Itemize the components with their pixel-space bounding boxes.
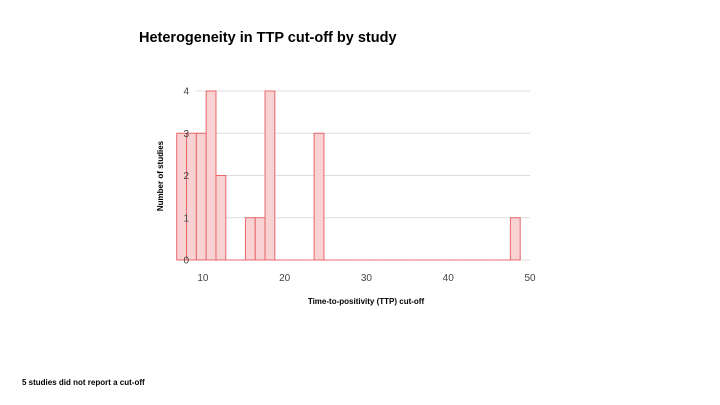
y-tick-label: 4	[183, 87, 189, 98]
y-tick-label: 1	[183, 213, 189, 224]
histogram-bar	[509, 217, 521, 261]
x-tick-label: 20	[279, 273, 291, 284]
y-tick-label: 3	[183, 129, 189, 140]
y-axis-label: Number of studies	[156, 140, 165, 211]
x-tick-label: 40	[443, 273, 455, 284]
x-axis-ticks: 10 20 30 40 50	[197, 273, 536, 284]
x-axis-label: Time-to-positivity (TTP) cut-off	[308, 297, 425, 306]
x-tick-label: 30	[361, 273, 373, 284]
histogram-bar	[215, 175, 227, 261]
histogram-bar	[205, 90, 217, 261]
x-tick-label: 50	[524, 273, 536, 284]
histogram-bar	[313, 132, 325, 261]
histogram-bar	[176, 132, 188, 261]
y-tick-label: 2	[183, 171, 189, 182]
footnote: 5 studies did not report a cut-off	[22, 378, 145, 387]
histogram-bar	[244, 217, 256, 261]
x-tick-label: 10	[197, 273, 209, 284]
histogram-bar	[186, 132, 197, 261]
y-axis-ticks: 0 1 2 3 4	[183, 87, 189, 267]
chart-title: Heterogeneity in TTP cut-off by study	[139, 30, 397, 46]
histogram-bar	[254, 217, 266, 261]
histogram-bars	[176, 90, 521, 261]
histogram-bar	[195, 132, 207, 261]
histogram-bar	[264, 90, 276, 261]
y-tick-label: 0	[183, 256, 189, 267]
